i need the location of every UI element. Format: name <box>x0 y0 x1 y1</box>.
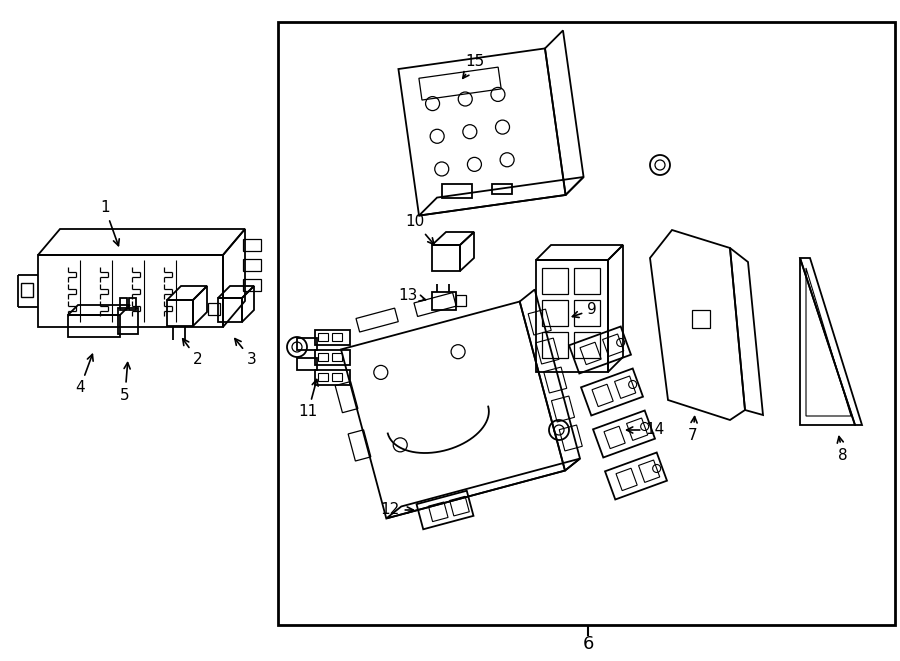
Bar <box>542 268 568 294</box>
Bar <box>315 330 350 345</box>
Text: 8: 8 <box>837 436 848 463</box>
Bar <box>332 373 342 381</box>
Text: 2: 2 <box>183 339 202 368</box>
Bar <box>574 268 600 294</box>
Bar <box>332 353 342 361</box>
Bar <box>456 295 466 306</box>
Text: 3: 3 <box>235 338 256 368</box>
Bar <box>574 332 600 358</box>
Text: 7: 7 <box>688 416 698 442</box>
Bar <box>315 350 350 365</box>
Bar <box>243 239 261 251</box>
Text: 9: 9 <box>572 303 597 317</box>
Bar <box>542 332 568 358</box>
Text: 10: 10 <box>405 215 434 245</box>
Bar <box>297 338 317 350</box>
Text: 1: 1 <box>100 200 120 246</box>
Bar <box>297 358 317 370</box>
Text: 14: 14 <box>626 422 664 438</box>
Bar <box>318 353 328 361</box>
Bar <box>315 370 350 385</box>
Bar <box>542 300 568 326</box>
Bar <box>21 283 33 297</box>
Bar <box>332 333 342 341</box>
Bar <box>208 303 220 315</box>
Text: 13: 13 <box>399 288 426 303</box>
Bar <box>318 333 328 341</box>
Text: 4: 4 <box>76 354 93 395</box>
Bar <box>120 298 127 310</box>
Bar <box>243 259 261 271</box>
Bar <box>692 310 710 328</box>
Text: 15: 15 <box>463 54 484 78</box>
Text: 5: 5 <box>121 363 130 403</box>
Bar <box>318 373 328 381</box>
Bar <box>574 300 600 326</box>
Text: 11: 11 <box>299 379 318 420</box>
Bar <box>278 22 895 625</box>
Text: 12: 12 <box>381 502 413 518</box>
Text: 6: 6 <box>582 635 594 653</box>
Bar <box>243 279 261 291</box>
Bar <box>129 298 136 310</box>
